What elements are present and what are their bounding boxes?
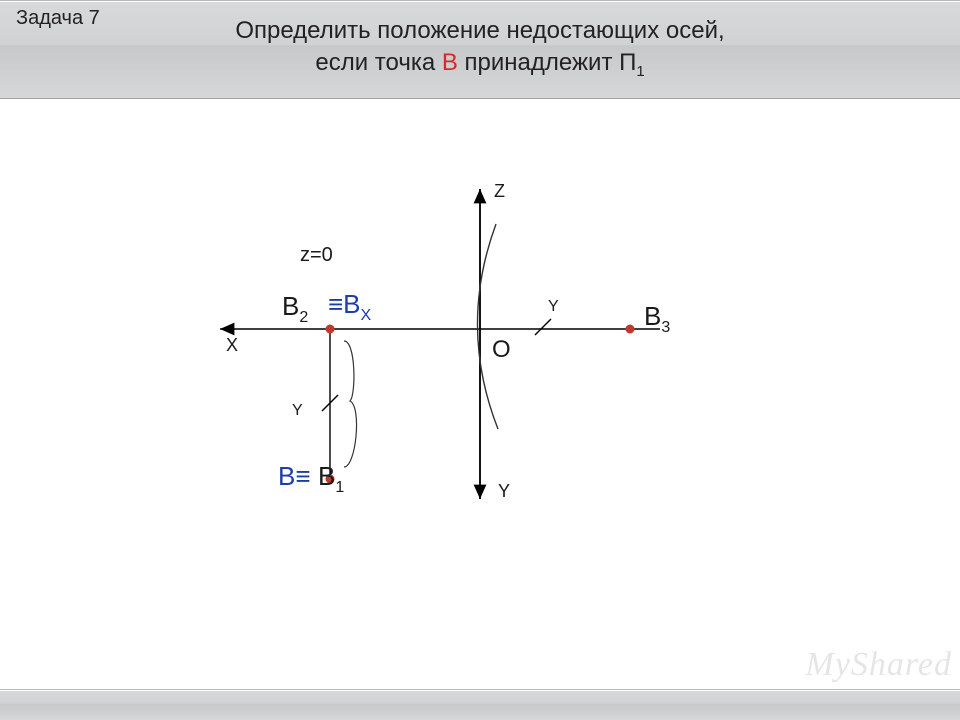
brace xyxy=(344,341,357,467)
diagram-area: Y Y X Z Y O z=0 В2 ≡ВX В3 В≡ В1 xyxy=(0,99,960,694)
point-b3 xyxy=(626,325,635,334)
point-b2 xyxy=(326,325,335,334)
axis-label-z: Z xyxy=(494,181,505,201)
task-header: Задача 7 Определить положение недостающи… xyxy=(0,0,960,99)
title-line2-sub: 1 xyxy=(636,64,644,80)
label-b1: В1 xyxy=(318,461,344,496)
label-bx: ≡ВX xyxy=(328,289,372,324)
axis-label-y-down: Y xyxy=(498,481,510,501)
label-b-eq: В≡ xyxy=(278,461,311,491)
diagram-svg: Y Y X Z Y O z=0 В2 ≡ВX В3 В≡ В1 xyxy=(0,99,960,689)
axis-label-x: X xyxy=(226,335,238,355)
title-line1: Определить положение недостающих осей, xyxy=(235,17,724,44)
y-tick-right xyxy=(535,319,551,335)
origin-label: O xyxy=(492,336,511,363)
title-line2-highlight: В xyxy=(442,49,458,76)
z0-label: z=0 xyxy=(300,244,333,266)
label-b2: В2 xyxy=(282,291,308,326)
task-title: Определить положение недостающих осей, е… xyxy=(20,15,940,82)
footer-bar xyxy=(0,689,960,720)
title-line2-post: принадлежит П xyxy=(458,49,636,76)
label-b3: В3 xyxy=(644,301,670,336)
task-number: Задача 7 xyxy=(16,7,100,30)
title-line2-pre: если точка xyxy=(315,49,442,76)
y-tick-proj-label: Y xyxy=(292,402,303,419)
y-tick-right-label: Y xyxy=(548,298,559,315)
